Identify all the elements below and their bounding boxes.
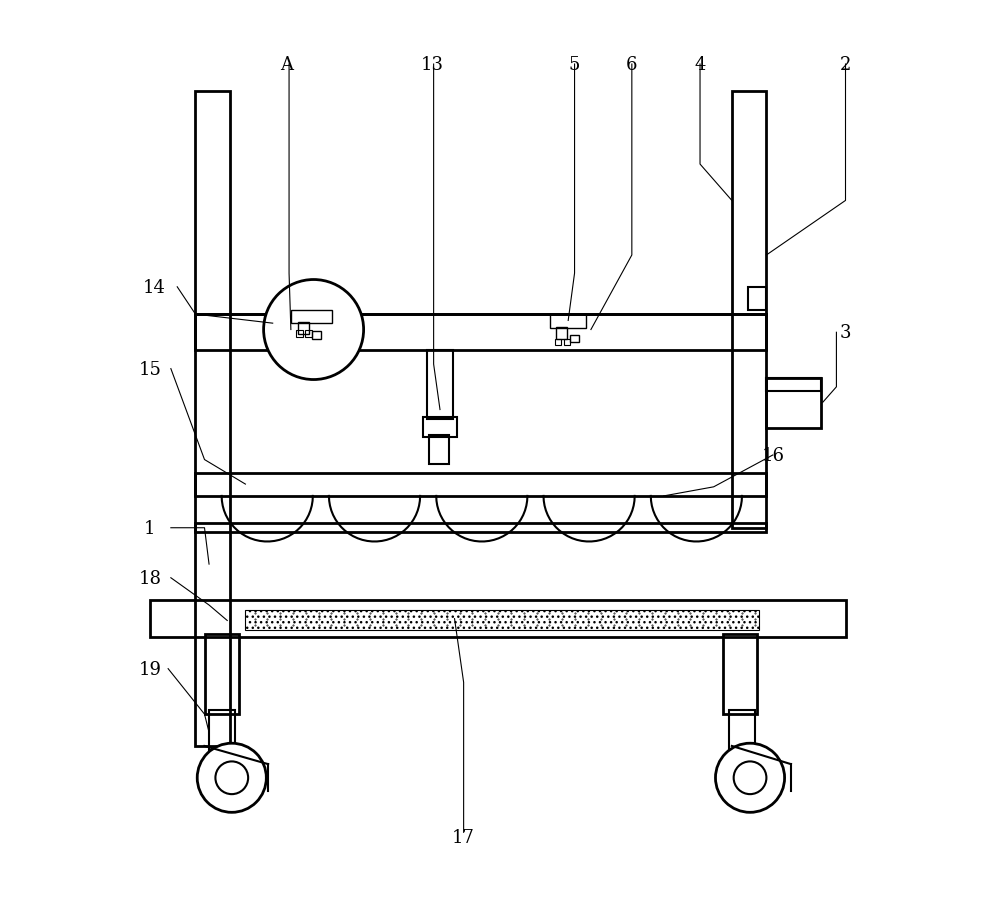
Bar [312,332,321,339]
Bar [195,92,230,746]
Text: 18: 18 [138,569,161,587]
Bar [570,335,579,343]
Bar [564,339,570,345]
Bar [245,609,759,630]
Text: 16: 16 [761,446,784,465]
Bar [150,601,846,637]
Bar [723,634,757,714]
Bar [429,435,449,465]
Text: 14: 14 [143,279,166,296]
Text: 13: 13 [420,56,443,74]
Circle shape [734,762,766,794]
Circle shape [215,762,248,794]
Circle shape [264,281,364,380]
Text: 15: 15 [139,360,161,378]
Bar [205,634,239,714]
Text: 4: 4 [694,56,706,74]
Bar [766,378,821,428]
Text: A: A [280,56,293,74]
Bar [298,322,309,334]
Bar [195,314,766,351]
Text: 6: 6 [626,56,638,74]
Bar [732,92,766,528]
Circle shape [197,743,266,813]
Text: 2: 2 [840,56,851,74]
Bar [427,351,453,419]
Bar [555,339,561,345]
Text: 3: 3 [840,324,851,342]
Bar [556,327,567,339]
Bar [766,378,821,392]
Bar [748,288,766,310]
Bar [291,310,332,323]
Bar [296,331,303,337]
Bar [195,524,766,533]
Text: 1: 1 [144,519,156,537]
Text: 19: 19 [138,660,161,678]
Bar [729,710,755,751]
Text: 5: 5 [569,56,580,74]
Bar [209,710,235,751]
Bar [550,314,586,328]
Bar [423,417,457,437]
Bar [305,331,312,337]
Bar [195,474,766,496]
Text: 17: 17 [452,828,475,846]
Circle shape [715,743,785,813]
